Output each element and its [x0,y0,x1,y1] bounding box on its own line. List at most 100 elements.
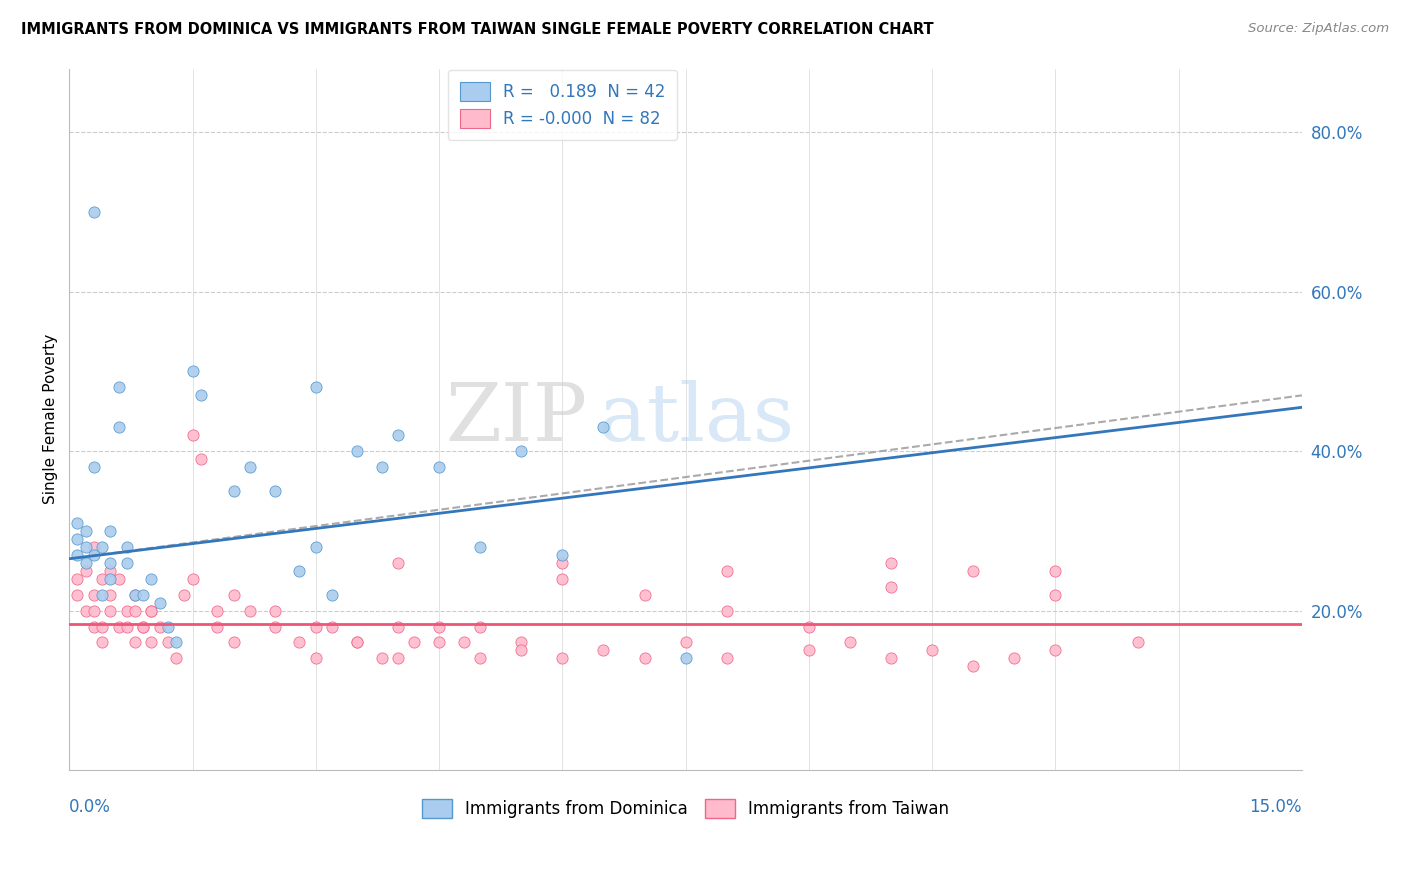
Point [453,635,475,649]
Point [551,572,574,586]
Point [1045,643,1067,657]
Point [592,643,614,657]
Point [124,588,146,602]
Point [98,603,121,617]
Point [880,580,903,594]
Point [387,428,409,442]
Point [107,619,129,633]
Point [1045,564,1067,578]
Point [305,540,328,554]
Point [321,588,343,602]
Point [716,651,738,665]
Point [124,588,146,602]
Point [156,619,179,633]
Point [239,460,262,475]
Point [132,619,155,633]
Point [91,572,114,586]
Point [1002,651,1025,665]
Point [675,651,697,665]
Point [205,619,228,633]
Point [66,532,89,546]
Point [305,380,328,394]
Point [470,540,492,554]
Point [346,444,368,458]
Point [124,603,146,617]
Point [190,452,212,467]
Point [305,619,328,633]
Point [132,588,155,602]
Point [141,603,163,617]
Point [107,380,129,394]
Point [288,635,311,649]
Point [66,572,89,586]
Point [427,635,450,649]
Point [1045,588,1067,602]
Point [98,564,121,578]
Point [181,572,204,586]
Point [83,603,105,617]
Point [716,564,738,578]
Point [321,619,343,633]
Point [75,540,97,554]
Point [75,556,97,570]
Point [797,619,820,633]
Point [346,635,368,649]
Point [427,460,450,475]
Point [83,588,105,602]
Point [75,524,97,538]
Point [470,651,492,665]
Point [98,524,121,538]
Point [263,619,285,633]
Point [91,588,114,602]
Point [115,540,138,554]
Point [427,619,450,633]
Legend: Immigrants from Dominica, Immigrants from Taiwan: Immigrants from Dominica, Immigrants fro… [415,792,956,825]
Point [66,516,89,530]
Text: ZIP: ZIP [446,380,588,458]
Point [83,619,105,633]
Point [839,635,862,649]
Point [962,659,984,673]
Point [263,483,285,498]
Point [141,572,163,586]
Point [83,460,105,475]
Point [370,651,392,665]
Point [716,603,738,617]
Point [470,619,492,633]
Point [141,603,163,617]
Text: atlas: atlas [599,380,794,458]
Point [165,651,187,665]
Point [263,603,285,617]
Point [149,596,172,610]
Text: Source: ZipAtlas.com: Source: ZipAtlas.com [1249,22,1389,36]
Point [880,556,903,570]
Point [83,548,105,562]
Point [98,572,121,586]
Point [115,619,138,633]
Point [83,205,105,219]
Point [551,651,574,665]
Point [222,483,245,498]
Point [797,643,820,657]
Point [222,635,245,649]
Point [98,556,121,570]
Point [404,635,426,649]
Point [675,635,697,649]
Point [66,548,89,562]
Point [141,635,163,649]
Point [115,603,138,617]
Point [370,460,392,475]
Point [633,588,655,602]
Point [107,572,129,586]
Point [91,619,114,633]
Point [132,619,155,633]
Point [1126,635,1149,649]
Point [124,635,146,649]
Point [239,603,262,617]
Point [551,556,574,570]
Point [190,388,212,402]
Point [98,588,121,602]
Point [387,619,409,633]
Text: IMMIGRANTS FROM DOMINICA VS IMMIGRANTS FROM TAIWAN SINGLE FEMALE POVERTY CORRELA: IMMIGRANTS FROM DOMINICA VS IMMIGRANTS F… [21,22,934,37]
Point [633,651,655,665]
